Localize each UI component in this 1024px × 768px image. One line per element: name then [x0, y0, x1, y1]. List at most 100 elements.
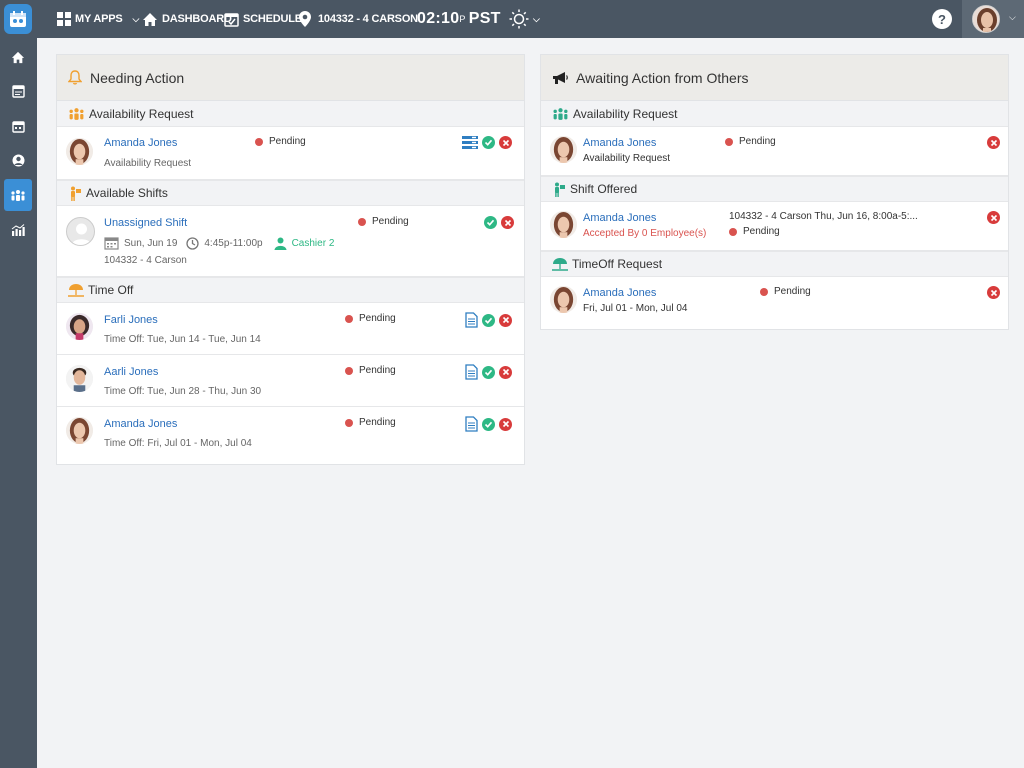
avatar — [66, 138, 93, 165]
help-button[interactable]: ? — [932, 9, 952, 29]
calendar-icon — [104, 237, 119, 250]
team-icon — [553, 107, 568, 120]
cancel-request-button[interactable] — [987, 211, 1000, 224]
section-availability-request: Availability Request — [541, 101, 1008, 127]
schedule-link[interactable]: SCHEDULE — [224, 0, 302, 38]
sidebar-item-home[interactable] — [4, 42, 32, 72]
shift-role: Cashier 2 — [291, 237, 335, 249]
row-actions — [462, 136, 512, 149]
approve-button[interactable] — [482, 136, 495, 149]
sun-icon — [509, 9, 529, 29]
placeholder-avatar — [66, 217, 95, 246]
sidebar — [0, 38, 37, 768]
clock: 02:10 P PST — [417, 0, 501, 38]
status-dot — [725, 137, 733, 146]
reject-button[interactable] — [499, 417, 512, 431]
chart-icon — [11, 224, 25, 236]
document-icon[interactable] — [465, 364, 478, 380]
close-icon — [504, 219, 511, 226]
status-text: Pending — [359, 417, 396, 428]
status-text: Pending — [739, 136, 776, 147]
request-type: Availability Request — [104, 158, 192, 169]
calendar-icon — [11, 120, 25, 133]
map-pin-icon — [299, 11, 311, 27]
section-title: Availability Request — [573, 106, 678, 121]
section-title: Available Shifts — [86, 186, 168, 200]
approve-button[interactable] — [482, 365, 495, 379]
cancel-request-button[interactable] — [987, 286, 1000, 299]
status-text: Pending — [269, 136, 306, 147]
section-title: TimeOff Request — [572, 257, 663, 271]
shift-date: Sun, Jun 19 — [124, 237, 178, 249]
approve-button[interactable] — [482, 313, 495, 327]
grid-icon — [57, 12, 71, 26]
top-bar: MY APPS ⌵ DASHBOARD SCHEDULE 104332 - 4 … — [0, 0, 1024, 38]
awaiting-action-title: Awaiting Action from Others — [576, 69, 749, 86]
my-apps-menu[interactable]: MY APPS ⌵ — [57, 0, 139, 38]
cancel-request-button[interactable] — [987, 136, 1000, 149]
section-title: Shift Offered — [570, 182, 638, 196]
shift-name-link[interactable]: Unassigned Shift — [104, 217, 188, 229]
chevron-down-icon: ⌵ — [1009, 12, 1016, 22]
clock-time: 02:10 — [417, 10, 460, 27]
list-item: Farli Jones Time Off: Tue, Jun 14 - Tue,… — [57, 303, 524, 355]
shift-detail: 104332 - 4 Carson Thu, Jun 16, 8:00a-5:.… — [729, 211, 918, 222]
avatar — [550, 136, 577, 163]
close-icon — [502, 316, 509, 324]
status-badge: Pending — [358, 216, 409, 227]
sidebar-item-calendar[interactable] — [4, 111, 32, 141]
row-actions — [987, 211, 1000, 224]
section-availability-request: Availability Request — [57, 101, 524, 127]
umbrella-icon — [68, 284, 84, 297]
employee-name-link[interactable]: Amanda Jones — [104, 137, 178, 149]
row-actions — [987, 136, 1000, 149]
close-icon — [990, 139, 997, 146]
employee-name-link[interactable]: Amanda Jones — [583, 287, 657, 299]
reject-button[interactable] — [501, 216, 514, 229]
dashboard-link[interactable]: DASHBOARD — [142, 0, 232, 38]
weather-menu[interactable]: ⌵ — [509, 0, 540, 38]
reject-button[interactable] — [499, 136, 512, 149]
sidebar-item-reports[interactable] — [4, 76, 32, 106]
time-off-range: Time Off: Fri, Jul 01 - Mon, Jul 04 — [104, 438, 252, 449]
app-logo-icon[interactable] — [4, 4, 32, 34]
reject-button[interactable] — [499, 365, 512, 379]
report-icon — [11, 84, 25, 98]
status-text: Pending — [359, 313, 396, 324]
employee-name-link[interactable]: Aarli Jones — [104, 366, 159, 378]
user-menu[interactable]: ⌵ — [962, 0, 1024, 38]
reject-button[interactable] — [499, 313, 512, 327]
location-selector[interactable]: 104332 - 4 CARSON — [299, 0, 418, 38]
shift-person-icon — [71, 186, 81, 201]
home-icon — [143, 12, 157, 26]
shift-details: Sun, Jun 19 4:45p-11:00p Cashier 2 — [104, 236, 334, 250]
approve-button[interactable] — [482, 417, 495, 431]
employee-name-link[interactable]: Amanda Jones — [583, 212, 657, 224]
document-icon[interactable] — [465, 312, 478, 328]
employee-name-link[interactable]: Amanda Jones — [104, 418, 178, 430]
section-title: Availability Request — [89, 106, 194, 121]
sidebar-item-analytics[interactable] — [4, 215, 32, 245]
shift-time: 4:45p-11:00p — [204, 237, 263, 249]
shift-location: 104332 - 4 Carson — [104, 255, 187, 266]
time-off-range: Time Off: Tue, Jun 14 - Tue, Jun 14 — [104, 334, 261, 345]
document-icon[interactable] — [465, 416, 478, 432]
details-list-icon[interactable] — [462, 136, 478, 149]
section-time-off: Time Off — [57, 277, 524, 303]
row-actions — [484, 216, 514, 229]
needing-action-panel: Needing Action Availability Request Aman… — [56, 54, 525, 465]
shift-person-icon — [555, 182, 565, 197]
close-icon — [502, 368, 509, 376]
employee-name-link[interactable]: Farli Jones — [104, 314, 158, 326]
sidebar-item-team[interactable] — [4, 179, 32, 211]
home-icon — [11, 51, 25, 63]
dashboard-label: DASHBOARD — [162, 13, 232, 25]
time-off-range: Time Off: Tue, Jun 28 - Thu, Jun 30 — [104, 386, 262, 397]
employee-name-link[interactable]: Amanda Jones — [583, 137, 657, 149]
approve-button[interactable] — [484, 216, 497, 229]
sidebar-item-profile[interactable] — [4, 145, 32, 175]
user-avatar — [972, 5, 1000, 33]
help-label: ? — [938, 11, 946, 27]
avatar — [550, 286, 577, 313]
status-text: Pending — [372, 216, 409, 227]
